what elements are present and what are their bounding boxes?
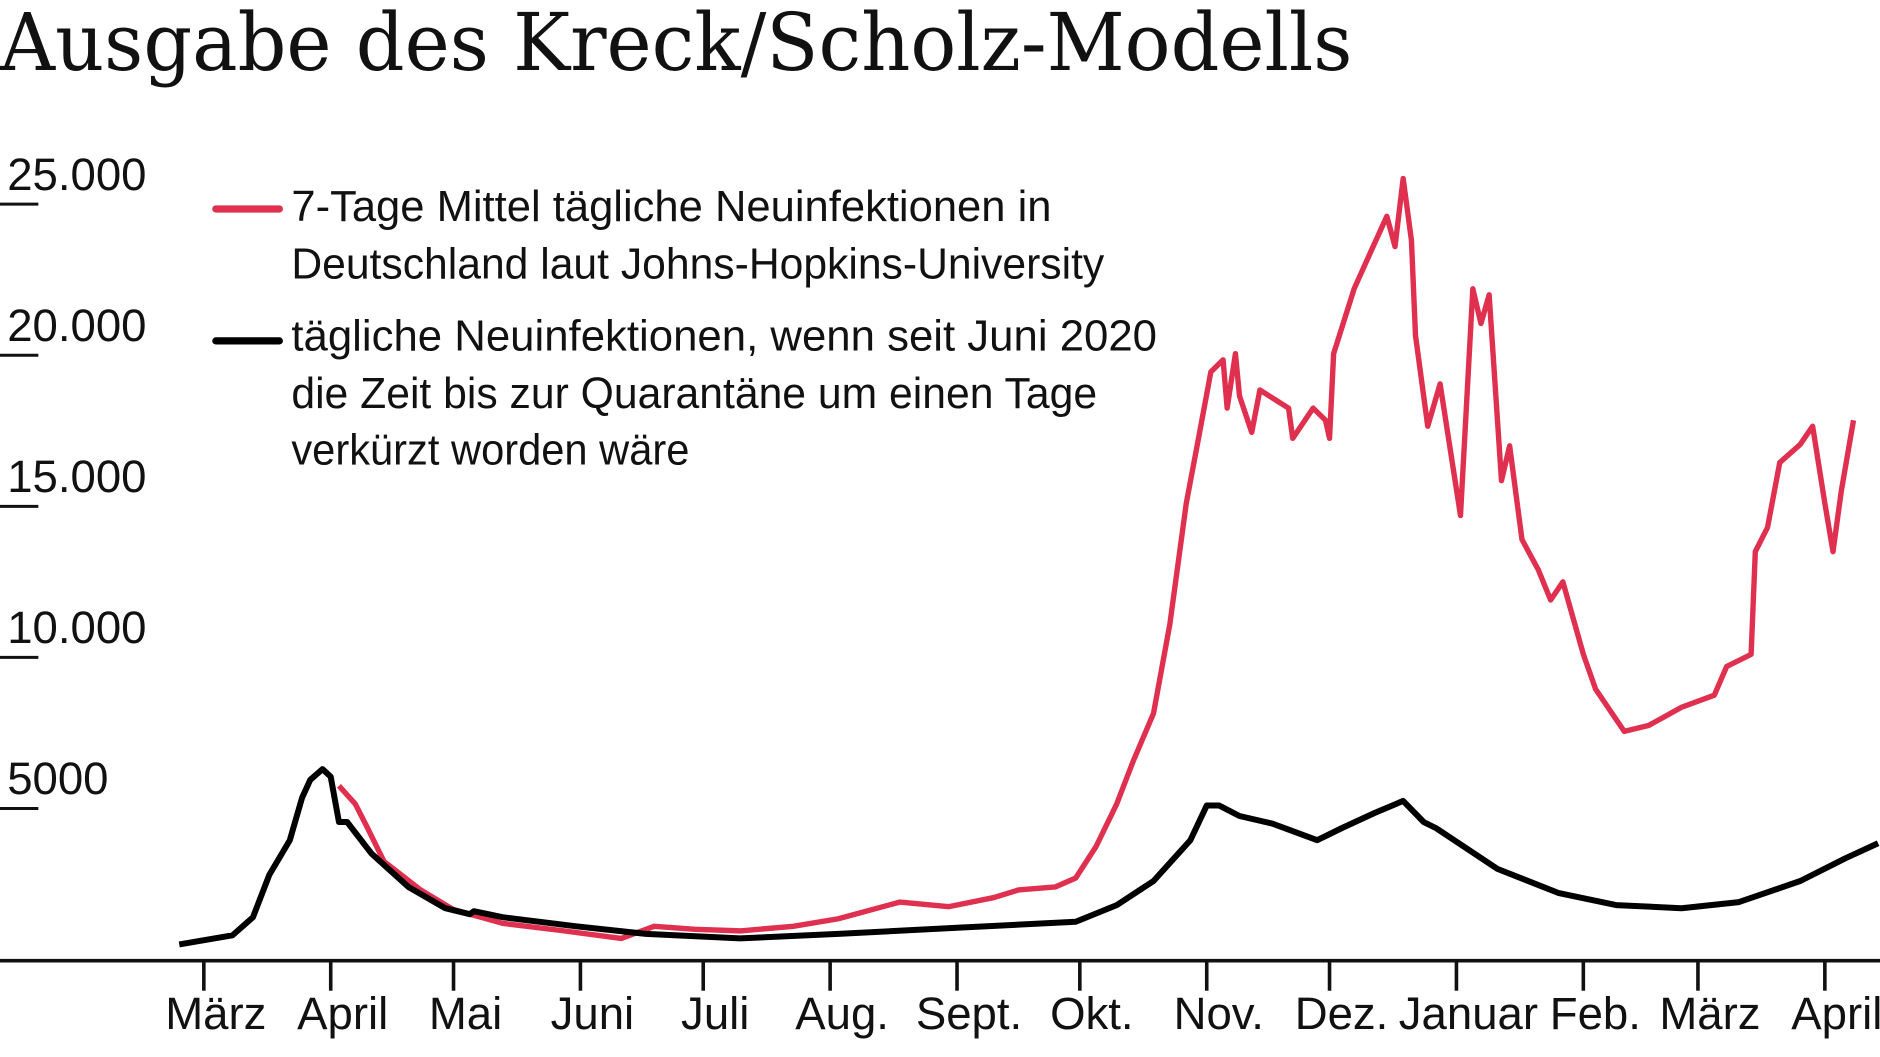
- legend-label: 7-Tage Mittel tägliche Neuinfektionen in: [291, 183, 1051, 231]
- plot-area: [178, 175, 1880, 948]
- x-tick-label: Feb.: [1550, 988, 1641, 1039]
- legend-label: tägliche Neuinfektionen, wenn seit Juni …: [291, 312, 1157, 360]
- x-tick-label: Sept.: [916, 988, 1022, 1039]
- legend: 7-Tage Mittel tägliche Neuinfektionen in…: [212, 183, 1157, 474]
- legend-label: verkürzt worden wäre: [291, 426, 689, 474]
- y-tick-label: 25.000: [7, 149, 146, 200]
- x-tick-label: Okt.: [1050, 988, 1134, 1039]
- legend-label: Deutschland laut Johns-Hopkins-Universit…: [291, 241, 1104, 289]
- y-tick-label: 10.000: [7, 602, 146, 653]
- x-tick-label: März: [1659, 988, 1760, 1039]
- legend-label: die Zeit bis zur Quarantäne um einen Tag…: [291, 370, 1097, 418]
- x-tick-label: Aug.: [795, 988, 889, 1039]
- x-tick-label: Dez.: [1295, 988, 1389, 1039]
- y-tick-label: 15.000: [7, 451, 146, 502]
- x-tick-label: Mai: [429, 988, 502, 1039]
- y-axis: 25.000 20.000 15.000 10.000 5000: [0, 149, 147, 810]
- x-tick-label: Januar: [1399, 988, 1538, 1039]
- x-tick-label: Juni: [551, 988, 635, 1039]
- x-tick-label: April: [297, 988, 388, 1039]
- series-line-jhu: [336, 175, 1857, 942]
- x-tick-label: März: [165, 988, 266, 1039]
- chart-title: Ausgabe des Kreck/Scholz-Modells: [0, 0, 1352, 89]
- x-tick-label: Juli: [681, 988, 749, 1039]
- y-tick-label: 20.000: [7, 300, 146, 351]
- y-tick-label: 5000: [7, 753, 108, 804]
- x-tick-label: April: [1791, 988, 1880, 1039]
- x-axis: März April Mai Juni Juli Aug. Sept. Okt. Nov. Dez…: [0, 958, 1880, 1039]
- x-tick-label: Nov.: [1174, 988, 1264, 1039]
- series-line-model: [178, 766, 1880, 948]
